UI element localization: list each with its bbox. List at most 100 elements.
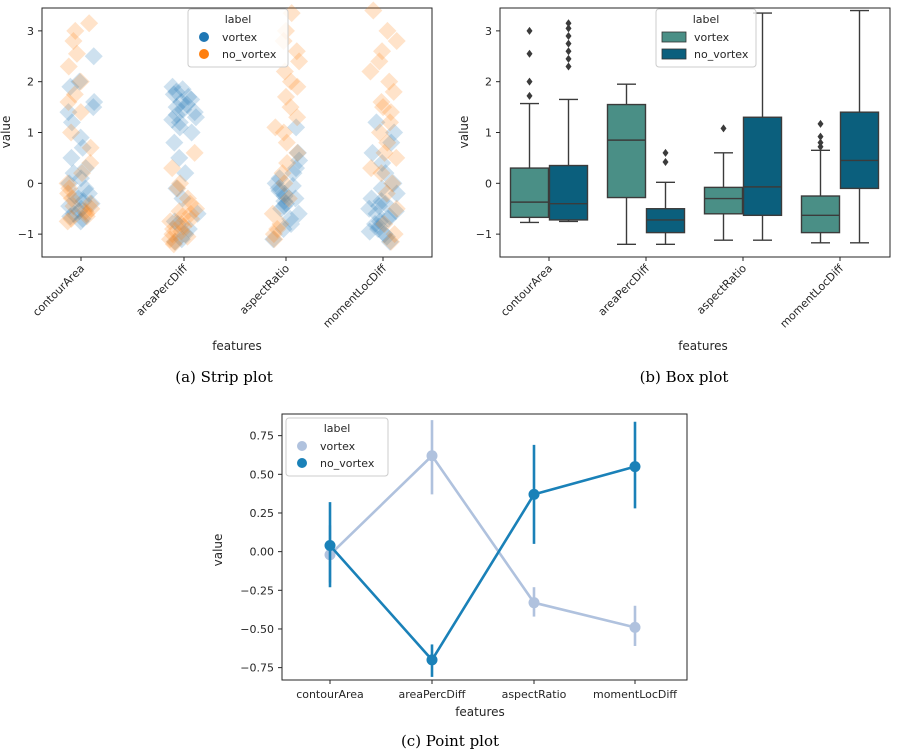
strip-point-vortex	[360, 199, 379, 218]
point-ytick-label: −0.75	[240, 662, 274, 675]
box-outlier-vortex	[526, 77, 533, 86]
strip-point-vortex	[64, 164, 83, 183]
strip-point-vortex	[76, 159, 95, 178]
box-legend-no-vortex-label: no_vortex	[694, 48, 749, 61]
strip-point-no-vortex	[387, 32, 406, 51]
box-xtick-label: aspectRatio	[694, 262, 749, 317]
strip-point-vortex	[275, 192, 294, 211]
point-plot-axes: −0.75 −0.50 −0.25 0.00 0.25 0.50 0.75 contourAr…	[240, 430, 677, 701]
box-outlier-vortex	[817, 138, 824, 147]
strip-point-vortex	[176, 164, 195, 183]
point-ytick-label: −0.25	[240, 584, 274, 597]
strip-point-no-vortex	[59, 93, 78, 112]
strip-point-vortex	[71, 169, 90, 188]
strip-point-vortex	[370, 197, 389, 216]
box-plot-marks	[509, 9, 880, 245]
strip-point-no-vortex	[381, 103, 400, 122]
box-legend-title: label	[693, 13, 720, 26]
box-outlier-no-vortex	[565, 47, 572, 56]
box-outlier-no-vortex	[662, 157, 669, 166]
strip-point-vortex	[72, 199, 91, 218]
box-ylabel: value	[457, 116, 471, 149]
strip-point-vortex	[363, 143, 382, 162]
strip-point-no-vortex	[173, 207, 192, 226]
box-outlier-no-vortex	[662, 148, 669, 157]
point-legend: label vortex no_vortex	[285, 417, 389, 477]
strip-xlabel: features	[212, 339, 262, 353]
point-legend-vortex-marker	[297, 441, 307, 451]
point-marker-no-vortex	[426, 654, 438, 666]
box-outlier-vortex	[526, 91, 533, 100]
strip-point-vortex	[59, 103, 78, 122]
strip-point-vortex	[164, 85, 183, 104]
strip-point-vortex	[62, 113, 81, 132]
strip-point-no-vortex	[288, 143, 307, 162]
strip-point-vortex	[384, 174, 403, 193]
strip-point-vortex	[287, 159, 306, 178]
box-outlier-vortex	[817, 132, 824, 141]
point-caption: (c) Point plot	[401, 732, 499, 750]
strip-point-vortex	[380, 207, 399, 226]
box-rect-no-vortex	[548, 164, 589, 221]
strip-point-no-vortex	[375, 214, 394, 233]
strip-point-no-vortex	[375, 143, 394, 162]
box-rect-vortex	[606, 103, 647, 199]
strip-point-no-vortex	[64, 32, 83, 51]
strip-point-vortex	[288, 143, 307, 162]
strip-point-vortex	[173, 80, 192, 99]
point-ytick-label: −0.50	[240, 623, 274, 636]
strip-point-no-vortex	[264, 225, 283, 244]
strip-plot-marks	[58, 1, 406, 254]
strip-point-no-vortex	[181, 204, 200, 223]
strip-point-vortex	[85, 93, 104, 112]
strip-point-vortex	[276, 194, 295, 213]
point-ytick-label: 0.00	[250, 546, 275, 559]
strip-point-vortex	[362, 189, 381, 208]
strip-point-vortex	[173, 189, 192, 208]
strip-point-vortex	[360, 222, 379, 241]
strip-point-vortex	[386, 202, 405, 221]
box-outlier-no-vortex	[565, 54, 572, 63]
strip-legend: label vortex no_vortex	[187, 8, 289, 68]
strip-point-vortex	[176, 225, 195, 244]
strip-point-vortex	[382, 133, 401, 152]
box-plot-panel: −1 0 1 2 3 contourArea areaPercDiff aspectRatio…	[457, 7, 891, 386]
box-ytick-label: 1	[485, 127, 492, 140]
strip-point-no-vortex	[168, 179, 187, 198]
strip-point-vortex	[373, 153, 392, 172]
strip-point-vortex	[64, 204, 83, 223]
strip-point-no-vortex	[62, 189, 81, 208]
strip-point-vortex	[290, 151, 309, 170]
strip-point-no-vortex	[59, 184, 78, 203]
strip-point-no-vortex	[377, 184, 396, 203]
strip-point-vortex	[266, 174, 285, 193]
strip-point-no-vortex	[165, 232, 184, 251]
strip-point-no-vortex	[364, 1, 383, 20]
strip-point-vortex	[274, 220, 293, 239]
point-ytick-label: 0.75	[250, 430, 275, 443]
strip-point-no-vortex	[64, 197, 83, 216]
box-rect-vortex	[509, 167, 550, 219]
strip-point-no-vortex	[387, 148, 406, 167]
box-rect-no-vortex	[839, 111, 880, 190]
strip-point-vortex	[71, 128, 90, 147]
point-marker-no-vortex	[629, 461, 641, 473]
strip-point-no-vortex	[164, 235, 183, 254]
strip-point-no-vortex	[81, 194, 100, 213]
strip-point-no-vortex	[381, 113, 400, 132]
point-marker-no-vortex	[324, 539, 336, 551]
strip-point-no-vortex	[373, 42, 392, 61]
strip-point-vortex	[269, 179, 288, 198]
strip-point-no-vortex	[277, 133, 296, 152]
box-rect-vortex	[800, 195, 841, 234]
box-outlier-vortex	[526, 26, 533, 35]
strip-point-vortex	[61, 77, 80, 96]
box-ytick-label: −1	[476, 228, 492, 241]
strip-point-no-vortex	[271, 214, 290, 233]
strip-point-vortex	[275, 184, 294, 203]
strip-point-no-vortex	[80, 14, 99, 33]
point-xtick-label: momentLocDiff	[593, 688, 677, 701]
strip-point-vortex	[376, 164, 395, 183]
point-ytick-label: 0.50	[250, 468, 275, 481]
strip-point-no-vortex	[81, 153, 100, 172]
